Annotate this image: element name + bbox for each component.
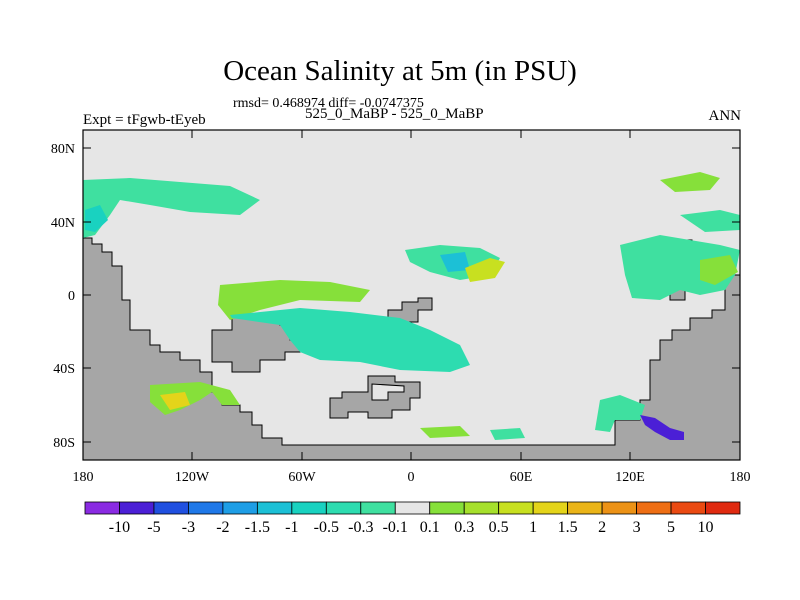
y-tick-label-80n: 80N: [51, 142, 75, 157]
colorbar-label: -0.3: [348, 519, 373, 536]
patch-positive-central: [465, 258, 505, 282]
colorbar-swatch: [153, 501, 189, 515]
colorbar-swatch: [291, 501, 327, 515]
x-tick-label-60e: 60E: [510, 470, 533, 485]
colorbar-label: 0.3: [454, 519, 474, 536]
season-label: ANN: [708, 108, 742, 124]
patch-east-positive: [700, 255, 738, 285]
colorbar-label: 1.5: [558, 519, 578, 536]
x-tick-label-0: 0: [408, 470, 415, 485]
colorbar-swatch: [119, 501, 155, 515]
colorbar-label: 10: [698, 519, 714, 536]
y-tick-label-0: 0: [68, 289, 75, 304]
x-tick-labels: 180 120W 60W 0 60E 120E 180: [73, 470, 751, 485]
colorbar-label: -0.1: [383, 519, 408, 536]
colorbar-label: -5: [147, 519, 160, 536]
colorbar-swatch: [394, 501, 431, 515]
patch-negative-west: [83, 178, 260, 238]
colorbar-swatch: [360, 501, 396, 515]
patch-northeast: [660, 172, 720, 192]
colorbar-swatch: [325, 501, 362, 515]
colorbar-label: -0.5: [314, 519, 339, 536]
colorbar-swatch: [429, 501, 465, 515]
map-title: Ocean Salinity at 5m (in PSU): [223, 55, 577, 87]
patch-central-north-core: [440, 252, 470, 272]
x-axis-ticks: [82, 130, 741, 460]
colorbar-swatch: [463, 501, 500, 515]
x-tick-label-60w: 60W: [288, 470, 316, 485]
patch-south-small-2: [490, 428, 525, 440]
colorbar-label: -1: [285, 519, 298, 536]
colorbar-swatch: [222, 501, 258, 515]
colorbar-label: 0.5: [489, 519, 509, 536]
y-tick-label-80s: 80S: [53, 436, 75, 451]
patch-south-east: [595, 395, 645, 432]
experiment-label: Expt = tFgwb-tEyeb: [83, 112, 206, 128]
x-tick-label-120e: 120E: [615, 470, 645, 485]
patch-east-north: [620, 235, 740, 300]
patch-negative-central: [230, 308, 470, 372]
y-axis-ticks: [83, 147, 740, 443]
colorbar-swatch: [705, 501, 741, 515]
colorbar-label: -3: [182, 519, 195, 536]
anomaly-patches: [83, 172, 740, 440]
x-tick-label-120w: 120W: [175, 470, 210, 485]
colorbar-label: -2: [216, 519, 229, 536]
colorbar-label: 0.1: [420, 519, 440, 536]
period-label: 525_0_MaBP - 525_0_MaBP: [305, 106, 484, 122]
patch-south-west-core: [160, 392, 190, 410]
colorbar-swatch: [532, 501, 569, 515]
colorbar-label: -1.5: [245, 519, 270, 536]
colorbar-label: 2: [598, 519, 606, 536]
patch-positive-equator: [218, 280, 370, 320]
land-southern-arc: [329, 375, 421, 419]
colorbar-label: -10: [109, 519, 130, 536]
x-tick-label-180w: 180: [73, 470, 94, 485]
colorbar-swatch: [84, 501, 120, 515]
colorbar-swatch: [601, 501, 637, 515]
patch-northeast-2: [680, 210, 740, 232]
colorbar-label: 5: [667, 519, 675, 536]
y-tick-label-40n: 40N: [51, 216, 75, 231]
colorbar-swatch: [498, 501, 534, 515]
y-tick-label-40s: 40S: [53, 362, 75, 377]
y-tick-labels: 80N 40N 0 40S 80S: [51, 142, 75, 451]
colorbar-labels: -10 -5 -3 -2 -1.5 -1 -0.5 -0.3 -0.1 0.1 0.3 0.5 1 1.5…: [109, 519, 714, 536]
colorbar: [84, 501, 741, 515]
patch-south-east-strong: [640, 415, 684, 440]
colorbar-swatch: [670, 501, 706, 515]
colorbar-label: 1: [529, 519, 537, 536]
patch-negative-west-core: [85, 205, 108, 232]
patch-south-small: [420, 426, 470, 438]
x-tick-label-180e: 180: [730, 470, 751, 485]
colorbar-swatch: [188, 501, 224, 515]
colorbar-swatch: [256, 501, 293, 515]
colorbar-label: 3: [633, 519, 641, 536]
stats-line: rmsd= 0.468974 diff= -0.0747375: [233, 96, 424, 111]
colorbar-swatch: [636, 501, 672, 515]
colorbar-swatch: [567, 501, 603, 515]
